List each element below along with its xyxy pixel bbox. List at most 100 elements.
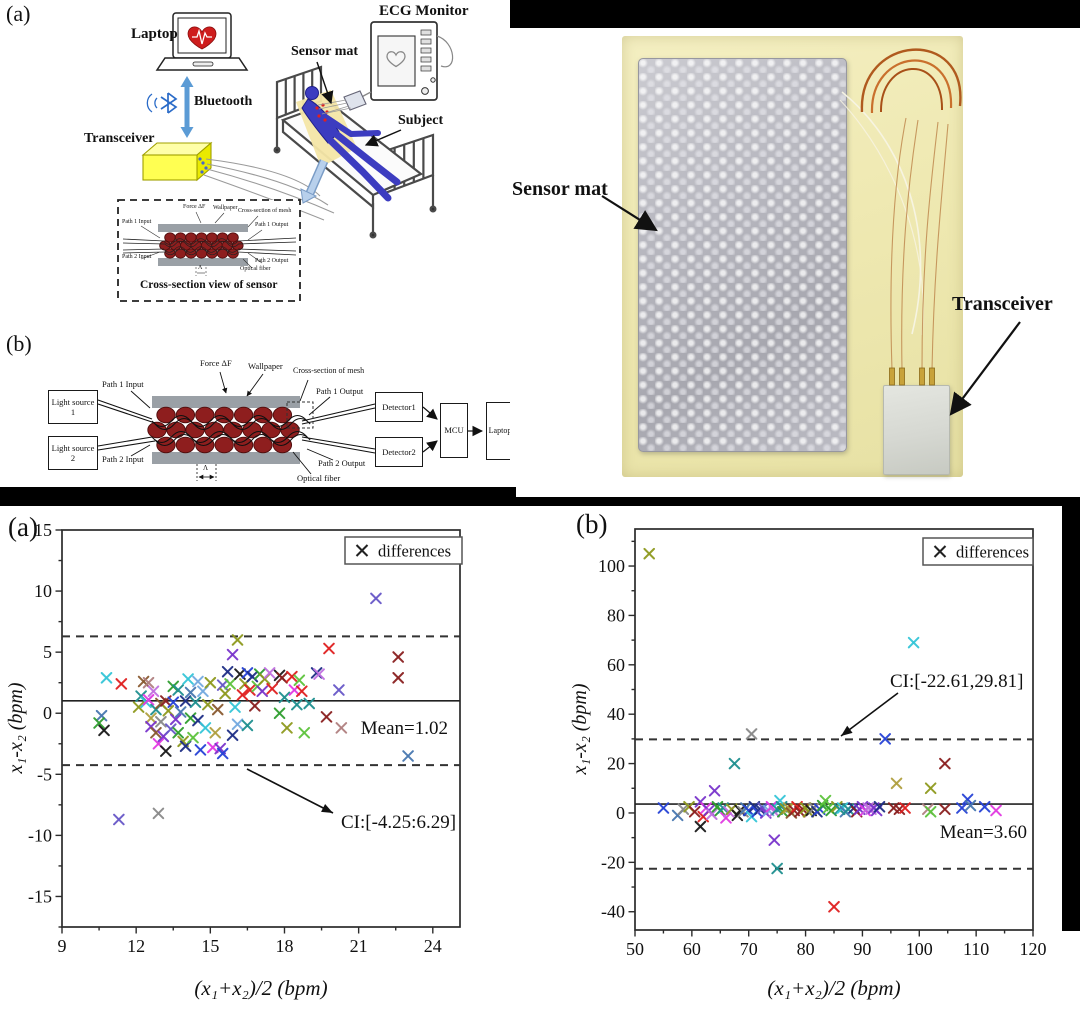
inset-callout-arrow (300, 159, 329, 204)
schematic-diagrams (97, 12, 484, 481)
x-tick-label: 120 (1020, 939, 1047, 959)
photo-sensor-mat (638, 58, 847, 452)
lambda-dimension (196, 464, 217, 481)
x-tick-label: 24 (424, 936, 442, 956)
inset-wallpaper-bottom (158, 258, 248, 266)
panel-a-letter: (a) (6, 1, 31, 26)
x-tick-label: 15 (201, 936, 219, 956)
inset-title: Cross-section view of sensor (140, 279, 278, 291)
sensor-mat-pointer (316, 61, 334, 105)
photo-top-black-bar (510, 0, 1080, 28)
ecg-splitter (343, 90, 367, 111)
inset-path1-output-label: Path 1 Output (255, 222, 289, 228)
laptop-icon (155, 12, 249, 71)
mean-annotation: Mean=3.60 (940, 822, 1027, 843)
path2-input-label-b: Path 2 Input (102, 454, 144, 464)
x-tick-label: 100 (906, 939, 933, 959)
mesh-label-b: Cross-section of mesh (293, 366, 365, 375)
bluetooth-label: Bluetooth (194, 94, 253, 109)
y-axis-label: x₁-x₂ (bpm) (5, 682, 27, 774)
panel-b-letter: (b) (6, 331, 32, 356)
diagram-b-pointer-lines (130, 371, 334, 475)
x-tick-label: 70 (740, 939, 758, 959)
photo-overlay (601, 48, 1021, 416)
inset-optical-fiber-label: Optical fiber (240, 266, 271, 272)
chart-panel-letter: (a) (8, 512, 38, 542)
y-tick-label: -15 (28, 886, 52, 906)
mcu-box: MCU (440, 403, 468, 458)
wallpaper-label-b: Wallpaper (248, 361, 283, 371)
y-tick-label: 100 (598, 556, 625, 576)
gold-connectors (889, 367, 935, 386)
plot-frame (634, 528, 1034, 931)
y-tick-label: -40 (601, 902, 625, 922)
x-tick-label: 60 (683, 939, 701, 959)
right-edge-strip (1062, 506, 1080, 931)
optical-fiber-label-b: Optical fiber (297, 473, 341, 483)
path1-output-label-b: Path 1 Output (316, 386, 364, 396)
legend-label: differences (378, 542, 451, 561)
inset-fibers (122, 237, 297, 256)
bluetooth-icon (146, 92, 178, 114)
copper-coil (860, 48, 962, 114)
wallpaper-top-bar (152, 396, 300, 408)
ci-annotation: CI:[-4.25:6.29] (341, 812, 456, 833)
chart-svg: (b) 50 60 70 80 90 100 110 120 -40 -20 0 20 40 60 80 100… (569, 509, 1047, 1000)
x-tick-label: 50 (626, 939, 644, 959)
white-fibers (839, 91, 924, 336)
subject-pointer (364, 129, 402, 147)
signal-flow-arrows (422, 406, 484, 453)
inset-path2-input-label: Path 2 Input (122, 254, 152, 260)
sensor-mat-photo-pointer (601, 195, 658, 232)
y-tick-label: 5 (43, 642, 52, 662)
light-source-1-box: Light source 1 (48, 390, 98, 424)
x-tick-label: 18 (275, 936, 293, 956)
detector-2-box: Detector2 (375, 437, 423, 467)
plot-frame (61, 529, 461, 928)
ecg-monitor-label: ECG Monitor (379, 3, 469, 19)
inset-mesh-label: Cross-section of mesh (238, 208, 292, 214)
transceiver-label: Transceiver (84, 131, 155, 146)
y-tick-label: 10 (34, 581, 52, 601)
photo-sensor-mat-label: Sensor mat (512, 178, 608, 200)
path2-output-label-b: Path 2 Output (318, 458, 366, 468)
detector-1-box: Detector1 (375, 392, 423, 422)
mesh-cross-section (147, 406, 300, 454)
force-label-b: Force ΔF (200, 358, 232, 368)
y-tick-label: -20 (601, 852, 625, 872)
y-tick-label: 15 (34, 520, 52, 540)
x-axis-label: (x₁+x₂)/2 (bpm) (194, 976, 327, 1000)
y-axis-label: x₁-x₂ (bpm) (569, 683, 591, 775)
laptop-box: Laptop (486, 402, 514, 460)
lambda-label-b: Λ (203, 464, 209, 472)
x-axis-label: (x₁+x₂)/2 (bpm) (767, 976, 900, 1000)
photo-transceiver-device (883, 385, 950, 475)
mean-annotation: Mean=1.02 (361, 718, 448, 739)
legend-box (344, 536, 463, 565)
y-tick-label: 0 (616, 803, 625, 823)
copper-fibers (890, 117, 949, 371)
inset-force-label: Force ΔF (183, 204, 206, 210)
bland-altman-chart-b: (b) 50 60 70 80 90 100 110 120 -40 -20 0 20 40 60 80 100… (540, 497, 1080, 1013)
separator-strip-left (0, 487, 516, 506)
y-tick-label: -5 (37, 764, 52, 784)
x-tick-label: 90 (853, 939, 871, 959)
legend-label: differences (956, 543, 1029, 562)
x-tick-label: 110 (963, 939, 989, 959)
sensor-mat-label: Sensor mat (291, 44, 359, 59)
y-tick-label: -10 (28, 825, 52, 845)
mesh-indicator-box (286, 401, 314, 429)
separator-strip-right (510, 497, 1080, 506)
inset-lambda-label: Λ (198, 265, 203, 271)
transceiver-photo-pointer (949, 321, 1021, 416)
y-tick-label: 40 (607, 704, 625, 724)
x-tick-label: 80 (797, 939, 815, 959)
laptop-label: Laptop (131, 26, 178, 42)
path1-input-label-b: Path 1 Input (102, 379, 144, 389)
inset-pointer-lines (140, 211, 263, 276)
chart-svg: (a) 9 12 15 18 21 24 -15 -10 -5 0 5 10 15 differences M… (5, 512, 463, 1000)
subject-figure (301, 86, 401, 202)
y-tick-label: 80 (607, 605, 625, 625)
inset-wallpaper-label: Wallpaper (213, 205, 238, 211)
